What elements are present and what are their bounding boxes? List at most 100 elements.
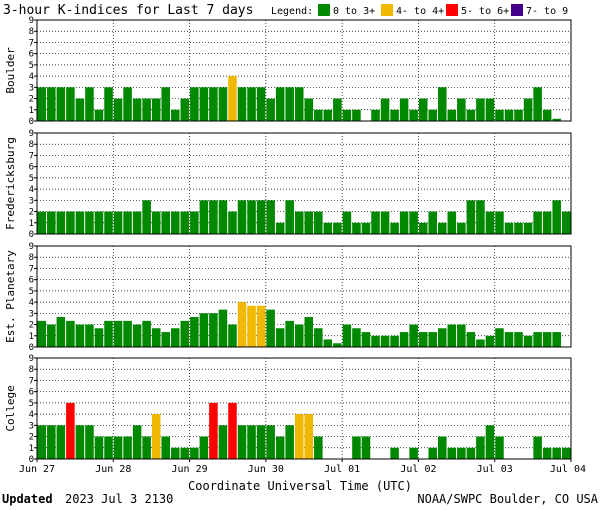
k-index-bar — [523, 335, 533, 347]
k-index-bar — [142, 436, 151, 459]
k-index-bar — [542, 447, 552, 459]
x-axis-label: Coordinate Universal Time (UTC) — [188, 479, 412, 493]
y-tick-label: 4 — [29, 410, 34, 420]
y-tick-label: 3 — [29, 83, 34, 93]
k-index-bar — [56, 425, 66, 459]
k-index-bar — [409, 324, 418, 347]
k-index-bar — [466, 447, 476, 459]
legend-swatch — [511, 4, 523, 16]
k-index-bar — [561, 211, 571, 234]
k-index-bar — [342, 324, 352, 347]
k-index-bar — [294, 87, 304, 121]
k-index-bar — [228, 211, 237, 234]
k-index-bar — [104, 320, 113, 347]
y-tick-label: 6 — [29, 50, 34, 60]
k-index-bar — [199, 313, 209, 347]
k-index-bar — [428, 211, 437, 234]
k-index-bar — [247, 200, 256, 234]
k-index-bar — [447, 447, 457, 459]
k-index-bar — [113, 98, 123, 121]
legend-swatch — [446, 4, 458, 16]
y-tick-label: 7 — [29, 376, 34, 386]
k-index-bar — [256, 87, 266, 121]
y-tick-label: 9 — [29, 16, 34, 26]
y-tick-label: 0 — [29, 455, 34, 465]
k-index-bar — [542, 332, 552, 347]
k-index-bar — [380, 211, 390, 234]
y-tick-label: 8 — [29, 253, 34, 263]
legend-entry: 4- to 4+ — [396, 6, 444, 17]
station-label: Fredericksburg — [4, 137, 17, 230]
k-index-bar — [438, 328, 447, 347]
k-index-bar — [247, 425, 256, 459]
k-index-bar — [190, 87, 199, 121]
x-axis-ticks: Jun 27 Jun 28 Jun 29 Jun 30 Jul 01 Jul 02 Jul … — [19, 459, 586, 475]
k-index-bar — [371, 335, 380, 347]
k-index-bar — [409, 447, 418, 459]
k-index-bar — [113, 436, 123, 459]
k-index-bar — [247, 305, 256, 347]
k-index-bar — [504, 222, 514, 234]
k-index-bar — [533, 332, 542, 347]
k-index-bar — [151, 98, 161, 121]
k-index-bar — [180, 98, 190, 121]
k-index-bar — [218, 309, 228, 347]
k-index-bar — [180, 447, 190, 459]
k-index-bar — [218, 87, 228, 121]
k-index-bar — [247, 87, 256, 121]
k-index-bar — [94, 328, 104, 347]
k-index-bar — [323, 222, 333, 234]
y-tick-label: 7 — [29, 38, 34, 48]
k-index-bar — [361, 436, 371, 459]
panel-frame — [36, 19, 572, 122]
k-index-bar — [399, 98, 409, 121]
k-index-bar — [304, 211, 314, 234]
chart-title: 3-hour K-indices for Last 7 days — [3, 3, 253, 18]
k-index-bar — [399, 332, 409, 347]
k-index-bar — [457, 447, 466, 459]
k-index-bar — [447, 211, 457, 234]
k-index-bar — [533, 211, 542, 234]
k-index-bar — [447, 324, 457, 347]
y-tick-label: 4 — [29, 72, 34, 82]
k-index-bar — [171, 328, 180, 347]
x-tick-label: Jun 28 — [95, 464, 131, 475]
k-index-bar — [333, 98, 342, 121]
panel-frame — [36, 357, 572, 460]
x-tick-label: Jun 27 — [19, 464, 55, 475]
y-tick-label: 8 — [29, 365, 34, 375]
k-index-bar — [56, 211, 66, 234]
k-index-bar — [409, 211, 418, 234]
k-index-bar — [37, 425, 47, 459]
k-index-bar — [418, 222, 428, 234]
k-index-bar — [209, 313, 218, 347]
k-index-bar — [228, 402, 237, 459]
k-index-bar — [457, 222, 466, 234]
k-index-bar — [237, 87, 247, 121]
legend-swatch — [381, 4, 393, 16]
y-tick-label: 5 — [29, 174, 34, 184]
k-index-bar — [504, 109, 514, 121]
panel-frame — [36, 245, 572, 348]
k-index-bar — [237, 425, 247, 459]
k-index-bar — [342, 109, 352, 121]
k-index-bar — [495, 436, 504, 459]
k-index-bar — [66, 211, 75, 234]
k-index-bar — [304, 98, 314, 121]
k-index-bar — [457, 324, 466, 347]
k-index-bar — [37, 87, 47, 121]
k-index-bar — [495, 328, 504, 347]
k-index-bar — [85, 211, 94, 234]
k-index-bar — [218, 425, 228, 459]
x-tick-label: Jun 29 — [172, 464, 208, 475]
k-index-bar — [161, 332, 170, 347]
k-index-bar — [485, 425, 495, 459]
k-index-bar — [142, 98, 151, 121]
y-tick-label: 5 — [29, 287, 34, 297]
k-index-bar — [352, 328, 361, 347]
k-index-bar — [113, 211, 123, 234]
k-index-bar — [438, 222, 447, 234]
k-index-bar — [333, 343, 342, 347]
k-index-bar — [552, 332, 561, 347]
